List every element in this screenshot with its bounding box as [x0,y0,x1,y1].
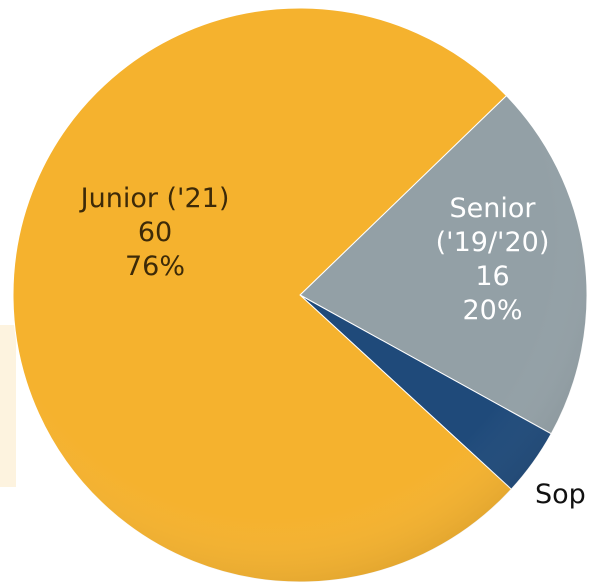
category-label: Sop [535,479,586,510]
slice-label: Senior ('19/'20) 16 20% [410,192,575,328]
percent-label: 20% [462,295,523,326]
value-label: 16 [475,261,510,292]
category-label: Senior ('19/'20) [435,193,550,258]
slice-label: Junior ('21) 60 76% [55,182,255,284]
slice-label: Sop [535,478,591,512]
value-label: 60 [137,217,173,248]
percent-label: 76% [124,251,185,282]
background-panel [0,325,16,487]
category-label: Junior ('21) [80,183,230,214]
